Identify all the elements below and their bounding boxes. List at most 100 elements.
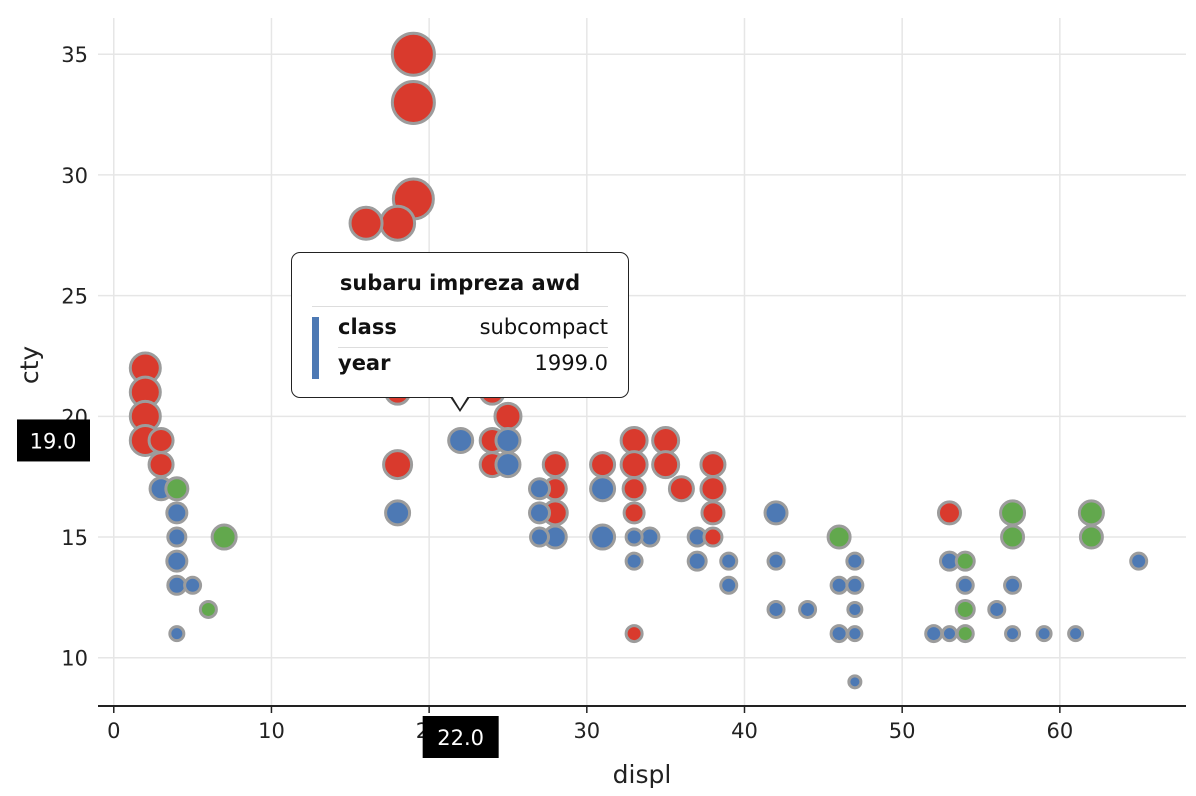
data-point[interactable] [624, 551, 644, 571]
data-point[interactable] [164, 476, 190, 502]
data-point[interactable] [619, 425, 649, 455]
data-point[interactable] [651, 425, 681, 455]
data-point[interactable] [624, 624, 644, 644]
data-point[interactable] [147, 426, 175, 454]
data-point[interactable] [528, 501, 552, 525]
tooltip-title: subaru impreza awd [339, 271, 581, 295]
data-point[interactable] [589, 475, 617, 503]
data-point[interactable] [651, 450, 681, 480]
tooltip-divider [312, 306, 608, 307]
data-point[interactable] [940, 625, 958, 643]
tooltip-row-divider [338, 347, 608, 348]
data-point[interactable] [168, 625, 186, 643]
data-point[interactable] [589, 451, 617, 479]
data-point[interactable] [382, 449, 414, 481]
y-tick-label: 25 [61, 285, 88, 309]
tooltip-row-year: year 1999.0 [338, 351, 608, 381]
data-point[interactable] [700, 500, 726, 526]
data-point[interactable] [624, 527, 644, 547]
data-point[interactable] [1129, 551, 1149, 571]
data-point[interactable] [1000, 524, 1026, 550]
grid-lines [98, 18, 1186, 706]
data-point[interactable] [198, 599, 218, 619]
data-point[interactable] [847, 674, 863, 690]
data-point[interactable] [954, 598, 976, 620]
data-point[interactable] [702, 526, 724, 548]
data-point[interactable] [1078, 524, 1104, 550]
data-point[interactable] [390, 31, 436, 77]
tooltip-pointer-fill [452, 396, 468, 409]
data-point[interactable] [165, 549, 189, 573]
data-point[interactable] [384, 499, 412, 527]
data-point[interactable] [955, 575, 975, 595]
data-point[interactable] [1035, 625, 1053, 643]
data-point[interactable] [766, 599, 786, 619]
data-point[interactable] [1004, 625, 1022, 643]
crosshair-y-label: 19.0 [17, 419, 90, 462]
data-point[interactable] [147, 451, 175, 479]
tooltip-value: subcompact [479, 315, 608, 339]
x-axis-ticks: 0102030405060 [107, 706, 1073, 743]
data-point[interactable] [686, 550, 708, 572]
data-point[interactable] [667, 475, 695, 503]
x-tick-label: 50 [889, 719, 916, 743]
x-tick-label: 30 [573, 719, 600, 743]
data-point[interactable] [165, 501, 189, 525]
data-point[interactable] [719, 575, 739, 595]
data-point[interactable] [1077, 499, 1105, 527]
hover-tooltip: subaru impreza awd class subcompact year… [291, 252, 629, 412]
data-point[interactable] [766, 551, 786, 571]
data-point[interactable] [699, 475, 727, 503]
data-point[interactable] [379, 204, 417, 242]
data-point[interactable] [987, 599, 1007, 619]
data-point[interactable] [846, 625, 864, 643]
data-point[interactable] [829, 624, 849, 644]
data-point[interactable] [845, 551, 865, 571]
data-point[interactable] [846, 600, 864, 618]
data-point[interactable] [719, 551, 739, 571]
x-tick-label: 10 [258, 719, 285, 743]
tooltip-key: year [338, 351, 391, 375]
data-point[interactable] [494, 451, 522, 479]
x-tick-label: 40 [731, 719, 758, 743]
tooltip-value: 1999.0 [534, 351, 608, 375]
data-point[interactable] [494, 426, 522, 454]
data-point[interactable] [763, 500, 789, 526]
data-point[interactable] [845, 575, 865, 595]
data-point[interactable] [954, 550, 976, 572]
tooltip-series-color-bar [312, 317, 319, 379]
data-point[interactable] [589, 523, 617, 551]
data-point[interactable] [936, 500, 962, 526]
data-point[interactable] [348, 205, 384, 241]
data-point[interactable] [447, 426, 475, 454]
data-point[interactable] [999, 499, 1027, 527]
data-point[interactable] [210, 523, 238, 551]
data-point[interactable] [829, 575, 849, 595]
data-point[interactable] [699, 451, 727, 479]
data-point[interactable] [619, 450, 649, 480]
x-tick-label: 0 [107, 719, 120, 743]
data-point[interactable] [955, 624, 975, 644]
data-point[interactable] [541, 451, 569, 479]
tooltip-row-class: class subcompact [338, 315, 608, 345]
data-point[interactable] [621, 476, 647, 502]
y-tick-label: 35 [61, 43, 88, 67]
data-point[interactable] [390, 79, 436, 125]
data-points[interactable] [128, 31, 1149, 690]
data-point[interactable] [1003, 575, 1023, 595]
data-point[interactable] [826, 524, 852, 550]
data-point[interactable] [166, 526, 188, 548]
data-point[interactable] [493, 401, 523, 431]
data-point[interactable] [622, 501, 646, 525]
y-tick-label: 10 [61, 647, 88, 671]
data-point[interactable] [924, 624, 944, 644]
y-axis-title: cty [15, 346, 44, 385]
data-point[interactable] [1067, 625, 1085, 643]
data-point[interactable] [529, 526, 551, 548]
data-point[interactable] [798, 599, 818, 619]
x-axis-title: displ [613, 760, 672, 789]
data-point[interactable] [528, 477, 552, 501]
data-point[interactable] [183, 575, 203, 595]
